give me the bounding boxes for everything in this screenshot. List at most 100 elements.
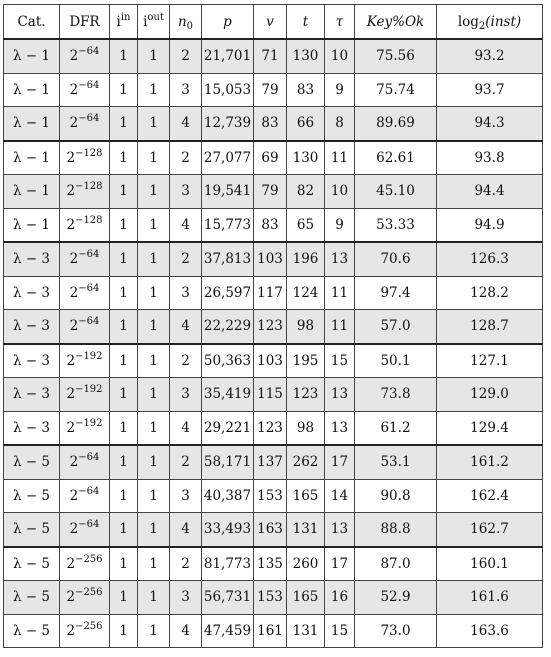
cell-n0: 3 bbox=[169, 275, 202, 310]
cell-keyok: 52.9 bbox=[354, 580, 437, 615]
cell-cat: λ − 5 bbox=[3, 613, 60, 648]
cell-iin: 1 bbox=[109, 342, 138, 378]
cell-p: 19,541 bbox=[201, 174, 254, 209]
cell-tau: 10 bbox=[324, 38, 355, 74]
cell-log: 94.9 bbox=[436, 207, 543, 243]
cell-p: 27,077 bbox=[201, 139, 254, 175]
cell-v: 103 bbox=[253, 241, 287, 277]
cell-cat: λ − 3 bbox=[3, 309, 60, 344]
cell-iin: 1 bbox=[109, 512, 138, 547]
header-p: p bbox=[201, 4, 254, 40]
cell-iout: 1 bbox=[137, 342, 170, 378]
cell-p: 12,739 bbox=[201, 106, 254, 141]
cell-iin: 1 bbox=[109, 580, 138, 615]
cell-keyok: 62.61 bbox=[354, 139, 437, 175]
table-row: λ − 3 2−64 1 1 4 22,229 123 98 11 57.0 128.7 bbox=[3, 309, 543, 344]
cell-iout: 1 bbox=[137, 139, 170, 175]
cell-v: 123 bbox=[253, 410, 287, 446]
cell-log: 128.2 bbox=[436, 275, 543, 310]
cell-v: 79 bbox=[253, 72, 287, 107]
table-row: λ − 5 2−256 1 1 3 56,731 153 165 16 52.9 161.6 bbox=[3, 580, 543, 615]
cell-keyok: 53.33 bbox=[354, 207, 437, 243]
table-row: λ − 1 2−128 1 1 2 27,077 69 130 11 62.61 93.8 bbox=[3, 139, 543, 175]
table-row: λ − 5 2−256 1 1 2 81,773 135 260 17 87.0 160.1 bbox=[3, 545, 543, 581]
cell-dfr: 2−256 bbox=[59, 545, 110, 581]
cell-t: 130 bbox=[286, 139, 325, 175]
cell-n0: 2 bbox=[169, 139, 202, 175]
cell-dfr: 2−128 bbox=[59, 174, 110, 209]
cell-keyok: 61.2 bbox=[354, 410, 437, 446]
cell-tau: 13 bbox=[324, 410, 355, 446]
cell-v: 123 bbox=[253, 309, 287, 344]
table-row: λ − 1 2−64 1 1 3 15,053 79 83 9 75.74 93.7 bbox=[3, 72, 543, 107]
cell-tau: 11 bbox=[324, 309, 355, 344]
cell-cat: λ − 3 bbox=[3, 275, 60, 310]
cell-iout: 1 bbox=[137, 444, 170, 480]
cell-iin: 1 bbox=[109, 72, 138, 107]
cell-v: 79 bbox=[253, 174, 287, 209]
cell-cat: λ − 3 bbox=[3, 410, 60, 446]
cell-t: 98 bbox=[286, 410, 325, 446]
cell-dfr: 2−192 bbox=[59, 410, 110, 446]
cell-t: 195 bbox=[286, 342, 325, 378]
cell-t: 196 bbox=[286, 241, 325, 277]
cell-p: 47,459 bbox=[201, 613, 254, 648]
cell-t: 98 bbox=[286, 309, 325, 344]
header-log-inst: log2(inst) bbox=[436, 4, 543, 40]
cell-tau: 15 bbox=[324, 342, 355, 378]
cell-iout: 1 bbox=[137, 545, 170, 581]
cell-iout: 1 bbox=[137, 72, 170, 107]
cell-p: 15,053 bbox=[201, 72, 254, 107]
cell-cat: λ − 1 bbox=[3, 72, 60, 107]
cell-v: 71 bbox=[253, 38, 287, 74]
cell-t: 124 bbox=[286, 275, 325, 310]
cell-v: 161 bbox=[253, 613, 287, 648]
table-row: λ − 3 2−192 1 1 4 29,221 123 98 13 61.2 129.4 bbox=[3, 410, 543, 446]
cell-iin: 1 bbox=[109, 275, 138, 310]
cell-keyok: 73.0 bbox=[354, 613, 437, 648]
table-row: λ − 5 2−64 1 1 2 58,171 137 262 17 53.1 161.2 bbox=[3, 444, 543, 480]
cell-dfr: 2−64 bbox=[59, 309, 110, 344]
cell-log: 162.4 bbox=[436, 478, 543, 513]
cell-tau: 13 bbox=[324, 377, 355, 412]
cell-n0: 4 bbox=[169, 106, 202, 141]
cell-iout: 1 bbox=[137, 275, 170, 310]
cell-log: 161.2 bbox=[436, 444, 543, 480]
cell-log: 129.0 bbox=[436, 377, 543, 412]
cell-v: 83 bbox=[253, 106, 287, 141]
table-row: λ − 3 2−192 1 1 2 50,363 103 195 15 50.1 127.1 bbox=[3, 342, 543, 378]
header-n0: n0 bbox=[169, 4, 202, 40]
parameters-table: Cat. DFR iin iout n0 p v t τ Key%Ok log2… bbox=[3, 4, 543, 648]
cell-tau: 11 bbox=[324, 139, 355, 175]
header-i-in: iin bbox=[109, 4, 138, 40]
cell-p: 22,229 bbox=[201, 309, 254, 344]
cell-p: 26,597 bbox=[201, 275, 254, 310]
cell-t: 260 bbox=[286, 545, 325, 581]
cell-p: 15,773 bbox=[201, 207, 254, 243]
cell-n0: 2 bbox=[169, 444, 202, 480]
cell-p: 37,813 bbox=[201, 241, 254, 277]
table-row: λ − 3 2−64 1 1 3 26,597 117 124 11 97.4 128.2 bbox=[3, 275, 543, 310]
cell-t: 82 bbox=[286, 174, 325, 209]
cell-iin: 1 bbox=[109, 241, 138, 277]
cell-cat: λ − 5 bbox=[3, 580, 60, 615]
cell-v: 137 bbox=[253, 444, 287, 480]
cell-iin: 1 bbox=[109, 444, 138, 480]
cell-cat: λ − 1 bbox=[3, 174, 60, 209]
cell-p: 33,493 bbox=[201, 512, 254, 547]
cell-tau: 11 bbox=[324, 275, 355, 310]
cell-iout: 1 bbox=[137, 309, 170, 344]
header-keyok: Key%Ok bbox=[354, 4, 437, 40]
cell-dfr: 2−256 bbox=[59, 613, 110, 648]
cell-cat: λ − 5 bbox=[3, 545, 60, 581]
cell-dfr: 2−64 bbox=[59, 241, 110, 277]
cell-v: 115 bbox=[253, 377, 287, 412]
cell-keyok: 88.8 bbox=[354, 512, 437, 547]
cell-n0: 4 bbox=[169, 613, 202, 648]
cell-tau: 16 bbox=[324, 580, 355, 615]
cell-tau: 13 bbox=[324, 512, 355, 547]
table-row: λ − 1 2−128 1 1 4 15,773 83 65 9 53.33 94.9 bbox=[3, 207, 543, 243]
cell-dfr: 2−64 bbox=[59, 38, 110, 74]
header-v: v bbox=[253, 4, 287, 40]
cell-iout: 1 bbox=[137, 512, 170, 547]
